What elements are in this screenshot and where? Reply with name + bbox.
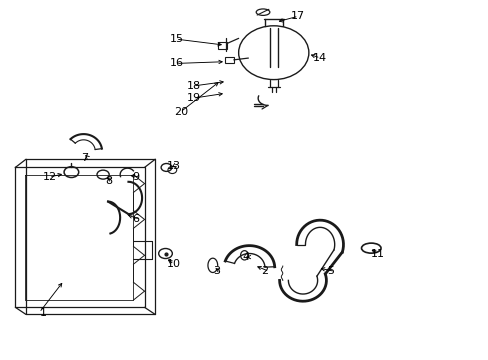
Text: 9: 9 [132, 172, 139, 182]
Text: 20: 20 [174, 107, 188, 117]
Text: 16: 16 [169, 58, 183, 68]
Text: 14: 14 [312, 53, 326, 63]
Text: 1: 1 [40, 308, 47, 318]
Text: 4: 4 [242, 252, 249, 262]
Text: 7: 7 [81, 153, 88, 163]
Text: 2: 2 [261, 266, 268, 276]
Text: 18: 18 [186, 81, 200, 91]
Text: 11: 11 [370, 248, 385, 258]
Bar [218, 42, 226, 49]
Text: 5: 5 [327, 266, 334, 276]
Text: 19: 19 [186, 93, 200, 103]
Text: 8: 8 [105, 176, 112, 186]
Text: 10: 10 [166, 259, 180, 269]
Text: 6: 6 [132, 215, 139, 224]
Text: 15: 15 [169, 34, 183, 44]
Text: 3: 3 [212, 266, 219, 276]
Text: 13: 13 [166, 161, 180, 171]
Text: 12: 12 [42, 172, 57, 182]
Text: 17: 17 [290, 11, 305, 21]
